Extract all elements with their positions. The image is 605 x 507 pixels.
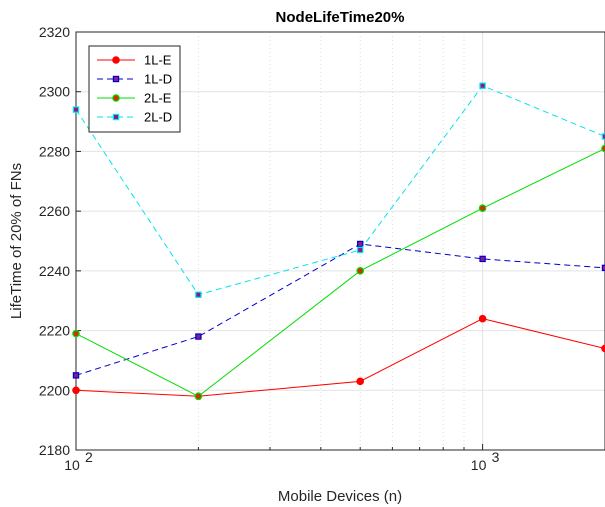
data-point [357, 240, 364, 248]
axes: 2180 2200 2220 2240 2260 2280 2300 2320 10 2 10 3 [39, 24, 605, 473]
data-point [72, 372, 80, 379]
x-tick-label: 10 [64, 457, 80, 473]
legend-entry-1L-E: 1L-E [97, 53, 172, 68]
series-2L-E [72, 144, 605, 401]
axes-box [75, 31, 605, 451]
legend-marker [112, 75, 120, 83]
x-tick-exponent: 3 [492, 449, 500, 465]
x-axis-label: Mobile Devices (n) [278, 488, 402, 505]
legend-label: 1L-E [144, 53, 172, 68]
legend: 1L-E 1L-D 2L-E 2L-D [88, 45, 181, 133]
y-tick-label: 2180 [39, 442, 70, 458]
series-1L-D [72, 240, 605, 379]
data-point [72, 106, 80, 113]
y-axis-label: LifeTime of 20% of FNs [8, 163, 25, 319]
y-tick-label: 2320 [39, 24, 70, 40]
x-tick-label: 10 [471, 457, 487, 473]
data-point [72, 386, 80, 395]
y-tick-label: 2260 [39, 203, 70, 219]
series-layer [72, 82, 605, 401]
data-point [601, 133, 605, 140]
y-tick-label: 2220 [39, 323, 70, 339]
legend-entry-2L-D: 2L-D [97, 110, 172, 125]
data-point [356, 377, 365, 386]
legend-marker [112, 113, 120, 121]
data-point [194, 392, 203, 401]
data-point [195, 291, 202, 298]
y-tick-label: 2280 [39, 143, 70, 159]
legend-marker [112, 56, 120, 64]
x-tick-exponent: 2 [85, 449, 93, 465]
legend-entry-1L-D: 1L-D [97, 72, 172, 87]
y-tick-label: 2200 [39, 382, 70, 398]
legend-label: 2L-D [144, 110, 172, 125]
data-point [478, 204, 487, 212]
data-point [479, 255, 486, 263]
data-point [601, 264, 605, 272]
data-point [357, 246, 364, 254]
legend-label: 2L-E [144, 91, 172, 106]
legend-entry-2L-E: 2L-E [97, 91, 172, 106]
data-point [479, 82, 486, 89]
y-tick-label: 2240 [39, 263, 70, 279]
data-point [195, 333, 202, 340]
y-tick-label: 2300 [39, 84, 70, 100]
chart-title: NodeLifeTime20% [276, 9, 405, 26]
data-point [478, 314, 487, 323]
legend-label: 1L-D [144, 72, 172, 87]
series-2L-D [72, 82, 605, 298]
legend-marker [112, 94, 120, 102]
data-point [72, 329, 80, 338]
data-point [356, 267, 365, 275]
